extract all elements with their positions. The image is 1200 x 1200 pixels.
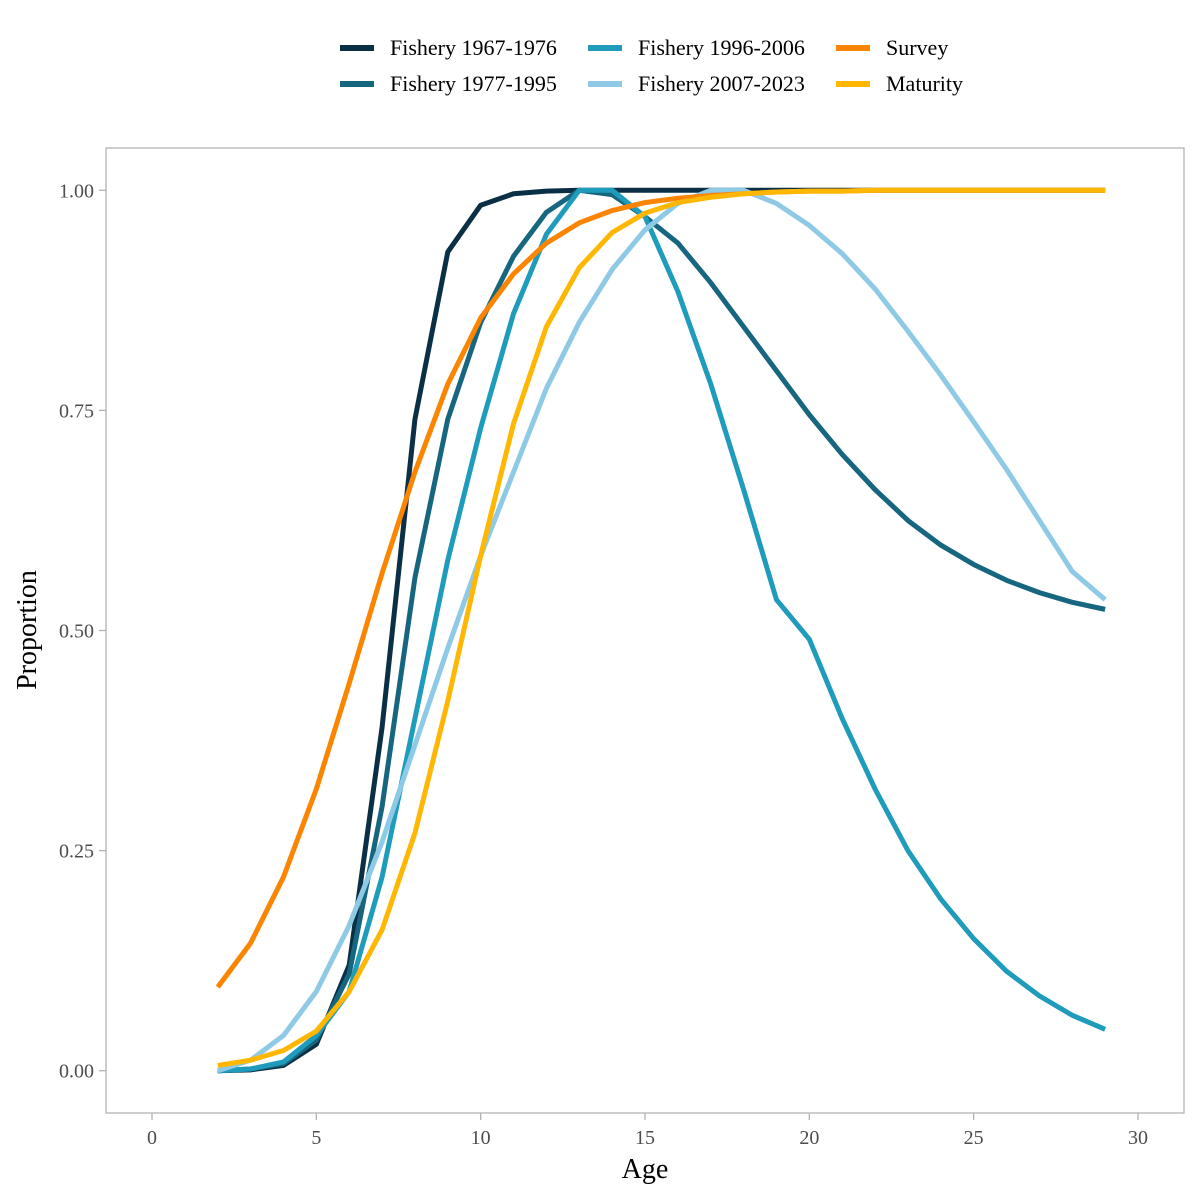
legend: Fishery 1967-1976 Fishery 1977-1995 Fisher… [340,35,963,96]
y-tick-label: 0.00 [59,1061,94,1083]
legend-label-fishery-1977-1995: Fishery 1977-1995 [390,71,557,96]
legend-label-maturity: Maturity [886,71,963,96]
series-line-fishery-2007-2023 [216,187,1107,1074]
x-tick-label: 15 [635,1127,655,1149]
legend-label-fishery-1967-1976: Fishery 1967-1976 [390,35,557,60]
y-axis-title: Proportion [12,570,43,690]
series-layer [215,187,1107,1074]
series-line-fishery-1996-2006 [217,187,1107,1074]
y-tick-label: 0.25 [59,841,94,863]
x-axis-title: Age [622,1154,669,1185]
x-tick-label: 30 [1128,1127,1148,1149]
y-tick-label: 0.50 [59,621,94,643]
series-line-maturity [217,187,1106,1068]
x-tick-label: 0 [147,1127,157,1149]
legend-label-fishery-2007-2023: Fishery 2007-2023 [638,71,805,96]
x-tick-label: 25 [964,1127,984,1149]
plot-panel [105,147,1185,1114]
y-axis: 0.00 0.25 0.50 0.75 1.00 [59,180,106,1083]
x-tick-label: 10 [471,1127,491,1149]
x-tick-label: 20 [799,1127,819,1149]
y-tick-label: 0.75 [59,400,94,422]
legend-label-fishery-1996-2006: Fishery 1996-2006 [638,35,805,60]
x-tick-label: 5 [311,1127,321,1149]
y-tick-label: 1.00 [59,180,94,202]
legend-label-survey: Survey [886,35,948,60]
x-axis: 0 5 10 15 20 25 30 [147,1113,1148,1149]
